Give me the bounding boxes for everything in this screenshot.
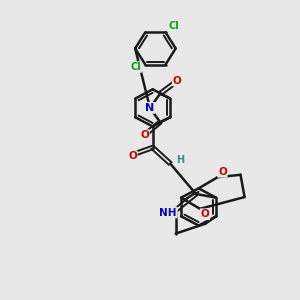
Text: O: O <box>173 76 182 85</box>
Text: H: H <box>176 155 184 165</box>
Text: O: O <box>218 167 227 177</box>
Text: NH: NH <box>159 208 177 218</box>
Text: O: O <box>200 209 209 219</box>
Text: N: N <box>146 103 154 113</box>
Text: Cl: Cl <box>130 62 141 72</box>
Text: O: O <box>140 130 149 140</box>
Text: O: O <box>128 151 137 161</box>
Text: Cl: Cl <box>168 21 179 31</box>
